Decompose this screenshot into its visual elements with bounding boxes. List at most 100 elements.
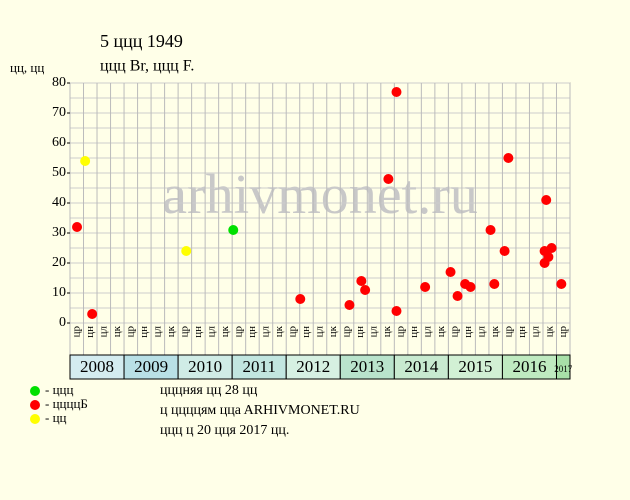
quarter-label: цл bbox=[259, 326, 271, 338]
year-label: 2009 bbox=[134, 357, 168, 376]
year-band bbox=[555, 354, 571, 380]
year-label: 2015 bbox=[458, 357, 492, 376]
quarter-label: цр bbox=[70, 326, 82, 338]
data-point bbox=[391, 306, 402, 316]
data-point bbox=[344, 300, 355, 310]
year-band bbox=[501, 354, 557, 380]
quarter-label: цр bbox=[287, 326, 299, 338]
quarter-label: цн bbox=[516, 326, 528, 338]
quarter-label: цр bbox=[395, 326, 407, 338]
year-label: 2010 bbox=[188, 357, 222, 376]
year-label: 2011 bbox=[243, 357, 276, 376]
legend-label: - цц bbox=[45, 410, 67, 425]
quarter-label: цк bbox=[489, 325, 501, 337]
quarter-label: цл bbox=[530, 326, 542, 338]
quarter-label: цл bbox=[314, 326, 326, 338]
quarter-label: цн bbox=[84, 326, 96, 338]
y-tick-label: 40 bbox=[52, 195, 66, 210]
year-band bbox=[339, 354, 395, 380]
legend-marker bbox=[30, 386, 40, 396]
data-point bbox=[87, 309, 98, 319]
data-point bbox=[541, 195, 552, 205]
y-tick-label: 50 bbox=[52, 165, 66, 180]
year-band bbox=[123, 354, 179, 380]
note: цццняя цц 28 цц bbox=[160, 383, 258, 398]
quarter-label: цл bbox=[476, 326, 488, 338]
data-point bbox=[499, 246, 510, 256]
quarter-label: цл bbox=[205, 326, 217, 338]
data-point bbox=[546, 243, 557, 253]
year-band bbox=[177, 354, 233, 380]
year-label: 2014 bbox=[404, 357, 439, 376]
legend-marker bbox=[30, 414, 40, 424]
quarter-label: цл bbox=[97, 326, 109, 338]
year-band bbox=[393, 354, 449, 380]
note: ц ццццям ццa ARHIVMONET.RU bbox=[160, 403, 360, 418]
quarter-label: цк bbox=[111, 325, 123, 337]
data-point bbox=[72, 222, 83, 232]
year-label: 2016 bbox=[512, 357, 546, 376]
data-point bbox=[452, 291, 463, 301]
data-point bbox=[556, 279, 567, 289]
quarter-label: цк bbox=[543, 325, 555, 337]
chart-title: 5 ццц 1949 bbox=[100, 31, 183, 51]
quarter-label: цр bbox=[232, 326, 244, 338]
data-point bbox=[543, 252, 554, 262]
quarter-label: цн bbox=[354, 326, 366, 338]
year-band bbox=[285, 354, 341, 380]
data-point bbox=[485, 225, 496, 235]
y-tick-label: 60 bbox=[52, 135, 66, 150]
quarter-label: цл bbox=[368, 326, 380, 338]
data-point bbox=[391, 87, 402, 97]
data-point bbox=[445, 267, 456, 277]
quarter-label: цл bbox=[151, 326, 163, 338]
data-point bbox=[356, 276, 367, 286]
year-label: 2017 bbox=[554, 364, 573, 374]
quarter-label: цр bbox=[178, 326, 190, 338]
quarter-label: цр bbox=[557, 326, 569, 338]
y-tick-label: 30 bbox=[52, 225, 66, 240]
quarter-label: цк bbox=[273, 325, 285, 337]
year-band bbox=[447, 354, 503, 380]
data-point bbox=[383, 174, 394, 184]
quarter-label: цк bbox=[435, 325, 447, 337]
year-band bbox=[231, 354, 287, 380]
quarter-label: цн bbox=[300, 326, 312, 338]
y-tick-label: 80 bbox=[52, 75, 66, 90]
legend-marker bbox=[30, 400, 40, 410]
year-label: 2013 bbox=[350, 357, 384, 376]
quarter-label: цн bbox=[246, 326, 258, 338]
data-point bbox=[228, 225, 239, 235]
year-label: 2012 bbox=[296, 357, 330, 376]
quarter-label: цн bbox=[408, 326, 420, 338]
data-point bbox=[360, 285, 371, 295]
quarter-label: цр bbox=[341, 326, 353, 338]
legend-label: - ццццБ bbox=[45, 396, 88, 411]
data-point bbox=[489, 279, 500, 289]
quarter-label: цн bbox=[192, 326, 204, 338]
note: ццц ц 20 цця 2017 цц. bbox=[160, 423, 289, 438]
data-point bbox=[503, 153, 514, 163]
quarter-label: цк bbox=[219, 325, 231, 337]
data-point bbox=[80, 156, 91, 166]
watermark: arhivmonet.ru bbox=[162, 164, 478, 226]
y-tick-label: 20 bbox=[52, 255, 66, 270]
quarter-label: цк bbox=[381, 325, 393, 337]
chart-subtitle: ццц Br, ццц F. bbox=[100, 58, 194, 75]
quarter-label: цр bbox=[503, 326, 515, 338]
year-label: 2008 bbox=[80, 357, 114, 376]
y-axis-label: цц, цц bbox=[10, 60, 44, 75]
quarter-label: цр bbox=[124, 326, 136, 338]
quarter-label: цн bbox=[138, 326, 150, 338]
quarter-label: цр bbox=[449, 326, 461, 338]
quarter-label: цн bbox=[462, 326, 474, 338]
data-point bbox=[465, 282, 476, 292]
y-tick-label: 0 bbox=[59, 315, 66, 330]
data-point bbox=[181, 246, 192, 256]
quarter-label: цк bbox=[165, 325, 177, 337]
legend-label: - ццц bbox=[45, 382, 73, 397]
y-tick-label: 70 bbox=[52, 105, 66, 120]
data-point bbox=[295, 294, 306, 304]
